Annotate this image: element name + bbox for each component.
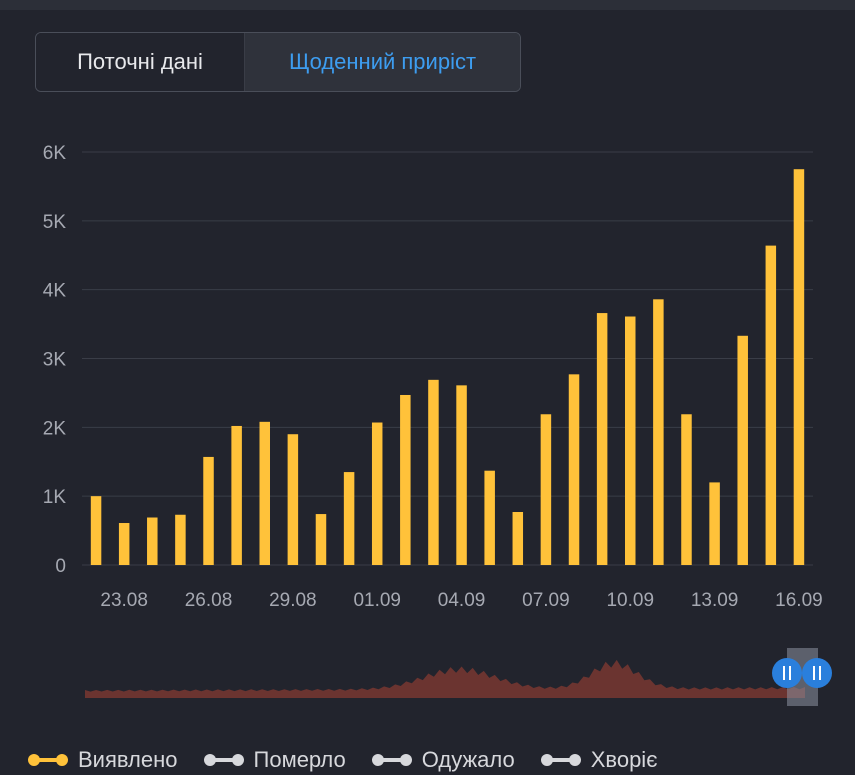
bar-28.08[interactable] (259, 421, 271, 565)
bar-01.09[interactable] (371, 422, 383, 565)
y-tick-label: 2K (43, 418, 67, 439)
legend-label: Померло (253, 747, 346, 772)
y-tick-label: 4K (43, 281, 67, 302)
x-tick-label: 16.09 (775, 590, 823, 611)
x-tick-label: 07.09 (522, 590, 570, 611)
bar-30.08[interactable] (315, 514, 327, 565)
legend-item[interactable]: Одужало (371, 747, 515, 773)
navigator-area (85, 659, 805, 698)
bar-09.09[interactable] (596, 313, 608, 565)
x-tick-label: 26.08 (185, 590, 233, 611)
y-tick-label: 0 (55, 556, 66, 577)
legend-marker-icon (203, 753, 244, 767)
legend-label: Хворіє (590, 747, 658, 772)
navigator-left-handle[interactable] (772, 658, 802, 688)
legend-item[interactable]: Померло (203, 747, 346, 773)
x-tick-label: 29.08 (269, 590, 317, 611)
tab-daily-growth[interactable]: Щоденний приріст (244, 33, 520, 91)
view-tabs: Поточні дані Щоденний приріст (35, 32, 521, 92)
legend-marker-icon (28, 753, 68, 767)
y-tick-label: 6K (43, 143, 67, 164)
x-tick-label: 01.09 (353, 590, 401, 611)
top-strip (0, 0, 855, 10)
legend-marker-icon (371, 753, 412, 767)
legend-marker-icon (540, 753, 581, 767)
bar-14.09[interactable] (737, 335, 748, 565)
legend-item[interactable]: Виявлено (28, 747, 178, 773)
legend-label: Одужало (421, 747, 515, 772)
bar-10.09[interactable] (625, 316, 636, 565)
bar-12.09[interactable] (681, 414, 692, 565)
bar-27.08[interactable] (231, 425, 242, 565)
bar-15.09[interactable] (765, 245, 777, 565)
x-tick-label: 04.09 (438, 590, 486, 611)
bar-08.09[interactable] (568, 374, 580, 565)
bar-06.09[interactable] (512, 511, 524, 565)
x-tick-label: 10.09 (606, 590, 654, 611)
legend-label: Виявлено (78, 747, 178, 772)
y-tick-label: 3K (43, 350, 67, 371)
bar-05.09[interactable] (484, 470, 495, 565)
bar-02.09[interactable] (400, 394, 411, 565)
bar-03.09[interactable] (428, 379, 439, 565)
legend-item[interactable]: Хворіє (540, 747, 658, 773)
bar-23.08[interactable] (118, 523, 130, 565)
y-tick-label: 5K (43, 212, 67, 233)
bar-31.08[interactable] (343, 472, 355, 565)
tab-current-data[interactable]: Поточні дані (36, 33, 244, 91)
y-tick-label: 1K (43, 487, 67, 508)
bar-24.08[interactable] (147, 517, 158, 565)
bar-25.08[interactable] (175, 514, 186, 565)
x-tick-label: 13.09 (691, 590, 739, 611)
navigator-right-handle[interactable] (802, 658, 832, 688)
bar-22.08[interactable] (90, 496, 102, 565)
bar-11.09[interactable] (653, 299, 664, 565)
bar-04.09[interactable] (456, 385, 467, 565)
legend: Виявлено Померло Одужало Хворіє (28, 745, 657, 775)
bar-16.09[interactable] (793, 169, 805, 566)
bar-13.09[interactable] (709, 482, 720, 565)
daily-growth-bar-chart: 0 1K 2K 3K 4K 5K 6K 23.08 26.08 29.08 01.09 04.09 07… (43, 143, 823, 611)
bar-07.09[interactable] (540, 414, 552, 565)
x-tick-label: 23.08 (100, 590, 148, 611)
range-navigator[interactable] (0, 640, 855, 710)
bar-26.08[interactable] (203, 456, 214, 565)
bar-29.08[interactable] (287, 434, 299, 565)
